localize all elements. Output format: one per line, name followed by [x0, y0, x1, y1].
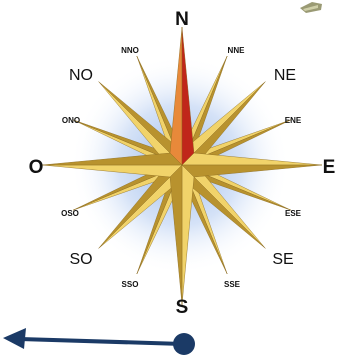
label-sso: SSO [122, 280, 139, 289]
label-so: SO [69, 251, 92, 268]
label-se: SE [272, 251, 293, 268]
arrow-shaft [18, 337, 185, 346]
arrow-handle[interactable] [173, 333, 195, 355]
label-ene: ENE [285, 116, 302, 125]
label-ese: ESE [285, 209, 302, 218]
compass-rose-icon [41, 26, 323, 306]
corner-decoration-icon [300, 2, 322, 13]
label-nne: NNE [228, 46, 246, 55]
direction-arrow[interactable] [3, 328, 195, 355]
label-o: O [29, 157, 44, 178]
rose-point-north-right [181, 26, 195, 166]
label-n: N [175, 9, 189, 30]
label-ono: ONO [62, 116, 80, 125]
label-oso: OSO [61, 209, 79, 218]
label-s: S [176, 297, 189, 318]
label-e: E [323, 157, 336, 178]
label-sse: SSE [224, 280, 241, 289]
arrow-head-icon [3, 328, 26, 349]
label-ne: NE [274, 67, 296, 84]
label-no: NO [69, 67, 93, 84]
label-nno: NNO [121, 46, 139, 55]
